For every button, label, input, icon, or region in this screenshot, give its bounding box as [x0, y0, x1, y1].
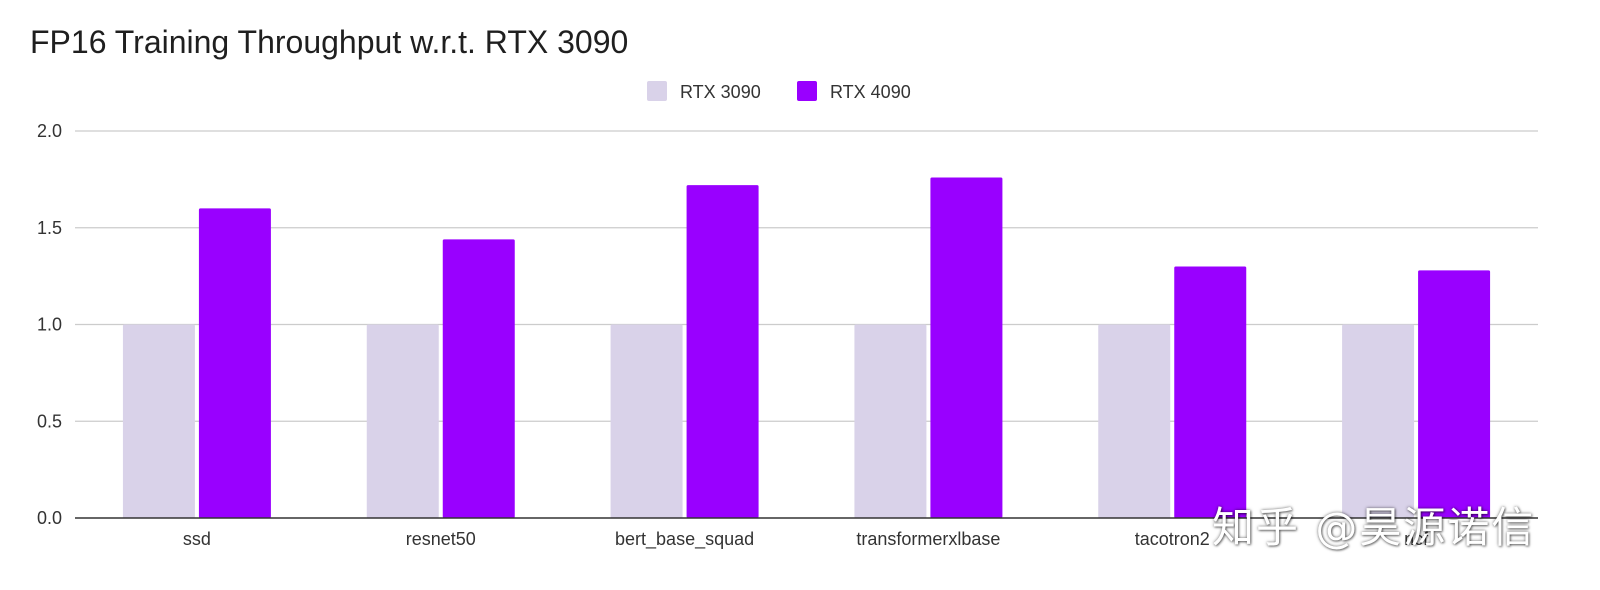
y-tick-labels: 0.0 0.5 1.0 1.5 2.0 [37, 121, 62, 528]
y-tick-label: 1.5 [37, 218, 62, 238]
bar-rtx-3090 [1342, 324, 1415, 518]
legend-swatch [647, 81, 667, 101]
bar-rtx-4090 [930, 177, 1003, 518]
watermark: 知乎 @昊源诺信 [1212, 503, 1536, 552]
x-tick-labels: ssd resnet50 bert_base_squad transformerxlb… [183, 529, 1429, 550]
gridlines [75, 130, 1538, 422]
x-tick-label: ncf [1404, 529, 1429, 549]
bar-rtx-4090 [686, 185, 759, 518]
y-tick-label: 1.0 [37, 315, 62, 335]
y-tick-label: 0.5 [37, 411, 62, 431]
bar-rtx-4090 [198, 208, 271, 518]
x-tick-label: tacotron2 [1135, 529, 1210, 549]
y-tick-label: 0.0 [37, 508, 62, 528]
legend-label: RTX 3090 [680, 82, 761, 102]
bar-rtx-4090 [1418, 270, 1491, 518]
bar-rtx-3090 [366, 324, 439, 518]
bar-rtx-3090 [122, 324, 195, 518]
chart-title: FP16 Training Throughput w.r.t. RTX 3090 [30, 24, 629, 60]
bar-rtx-3090 [1098, 324, 1171, 518]
bar-rtx-4090 [442, 239, 515, 519]
x-tick-label: resnet50 [406, 529, 476, 549]
bars [122, 177, 1491, 519]
x-tick-label: transformerxlbase [856, 529, 1000, 549]
y-tick-label: 2.0 [37, 121, 62, 141]
legend: RTX 3090 RTX 4090 [647, 81, 911, 102]
legend-swatch [797, 81, 817, 101]
bar-rtx-3090 [854, 324, 927, 518]
x-tick-label: bert_base_squad [615, 529, 754, 550]
bar-rtx-4090 [1174, 266, 1247, 518]
x-tick-label: ssd [183, 529, 211, 549]
legend-label: RTX 4090 [830, 82, 911, 102]
bar-rtx-3090 [610, 324, 683, 518]
